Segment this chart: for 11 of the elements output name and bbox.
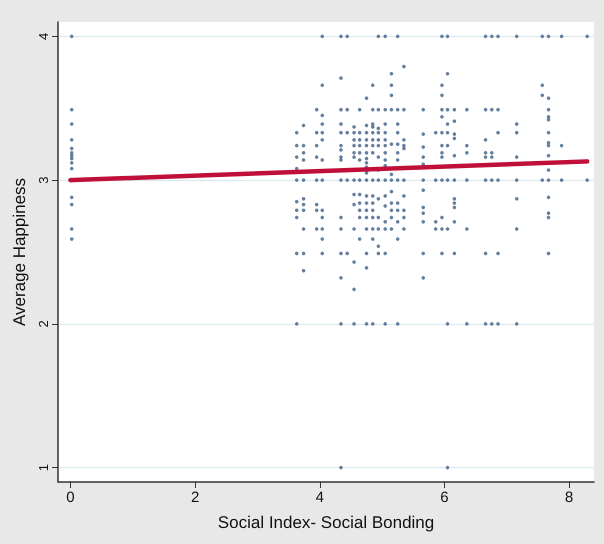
y-tick-label: 4 (36, 32, 51, 40)
x-tick-label: 4 (316, 489, 324, 506)
y-tick-label: 1 (36, 464, 51, 472)
x-axis-title: Social Index- Social Bonding (218, 513, 434, 532)
x-tick-label: 6 (440, 489, 449, 506)
y-tick-label: 3 (36, 176, 51, 184)
y-axis-title: Average Happiness (10, 178, 29, 326)
x-tick-label: 8 (564, 489, 574, 506)
x-tick-label: 0 (66, 489, 75, 506)
x-tick-label: 2 (190, 489, 200, 506)
y-tick-label: 2 (36, 320, 51, 328)
